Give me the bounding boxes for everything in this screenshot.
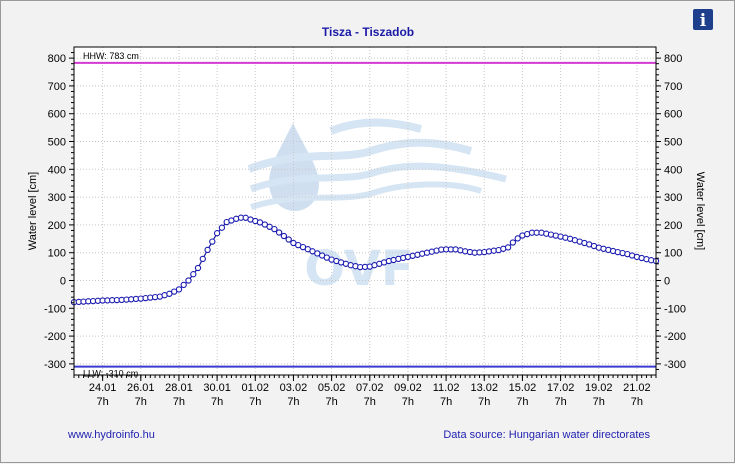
x-tick-date: 21.02	[623, 382, 651, 394]
y-tick-label-right: 0	[664, 275, 670, 287]
y-tick-label-right: 400	[664, 164, 682, 176]
x-tick-date: 24.01	[89, 382, 117, 394]
y-tick-label-left: -100	[44, 303, 66, 315]
x-tick-time: 7h	[364, 396, 376, 408]
y-tick-label-right: 600	[664, 109, 682, 121]
grid	[74, 47, 656, 375]
x-tick-date: 26.01	[127, 382, 155, 394]
reference-lines: HHW: 783 cm LLW: -310 cm	[74, 51, 656, 379]
x-tick-time: 7h	[631, 396, 643, 408]
x-tick-time: 7h	[478, 396, 490, 408]
x-tick-date: 11.02	[433, 382, 460, 394]
data-point-marker	[509, 239, 517, 246]
data-point-marker	[275, 229, 283, 236]
y-tick-label-right: 300	[664, 192, 682, 204]
x-tick-date: 09.02	[394, 382, 422, 394]
chart-title: Tisza - Tiszadob	[322, 25, 414, 39]
data-point-marker	[204, 246, 211, 254]
y-tick-label-right: -300	[664, 359, 686, 371]
x-tick-time: 7h	[96, 396, 108, 408]
x-tick-time: 7h	[554, 396, 566, 408]
x-tick-date: 30.01	[203, 382, 231, 394]
x-tick-time: 7h	[593, 396, 605, 408]
data-point-marker	[218, 224, 226, 231]
y-tick-label-left: 300	[48, 192, 66, 204]
x-tick-date: 07.02	[356, 382, 384, 394]
reference-line-label: LLW: -310 cm	[83, 369, 138, 379]
y-axis-title-right: Water level [cm]	[694, 172, 706, 250]
x-tick-time: 7h	[440, 396, 452, 408]
y-tick-label-left: 600	[48, 109, 66, 121]
data-point-marker	[285, 236, 292, 243]
y-tick-label-right: 500	[664, 137, 682, 149]
x-tick-time: 7h	[402, 396, 414, 408]
x-tick-time: 7h	[249, 396, 261, 408]
info-icon-glyph: i	[700, 11, 707, 31]
x-tick-date: 03.02	[280, 382, 308, 394]
x-tick-date: 01.02	[242, 382, 270, 394]
data-point-marker	[213, 230, 221, 237]
series-layer	[70, 214, 660, 306]
data-point-marker	[280, 232, 288, 240]
x-tick-date: 28.01	[165, 382, 193, 394]
y-tick-label-left: 400	[48, 164, 66, 176]
data-point-marker	[175, 286, 183, 293]
website-link[interactable]: www.hydroinfo.hu	[67, 429, 155, 441]
data-point-marker	[261, 221, 268, 228]
y-tick-label-right: 100	[664, 248, 682, 260]
y-tick-label-left: -300	[44, 359, 66, 371]
watermark-logo: OVF	[247, 118, 507, 297]
x-tick-date: 15.02	[509, 382, 537, 394]
y-tick-label-left: 0	[60, 275, 66, 287]
x-tick-date: 17.02	[547, 382, 575, 394]
y-tick-label-left: 700	[48, 81, 66, 93]
data-point-marker	[266, 223, 273, 230]
x-tick-time: 7h	[173, 396, 185, 408]
y-tick-label-right: 700	[664, 81, 682, 93]
y-tick-label-left: -200	[44, 331, 66, 343]
info-icon[interactable]: i	[693, 9, 713, 31]
data-source-text: Data source: Hungarian water directorate…	[443, 429, 650, 441]
data-point-marker	[194, 264, 202, 272]
data-point-marker	[185, 277, 192, 284]
x-tick-date: 19.02	[585, 382, 613, 394]
y-tick-label-left: 800	[48, 53, 66, 65]
y-tick-label-right: -200	[664, 331, 686, 343]
data-point-marker	[514, 235, 521, 242]
y-tick-label-left: 100	[48, 248, 66, 260]
x-tick-date: 05.02	[318, 382, 346, 394]
x-tick-date: 13.02	[470, 382, 498, 394]
y-tick-label-left: 500	[48, 137, 66, 149]
data-point-marker	[190, 271, 197, 278]
plot-area	[73, 46, 657, 376]
axes: 800 800 700 700 600 600 500 500 400 400 300 300 200 2…	[44, 46, 686, 408]
data-point-marker	[199, 255, 206, 263]
plot-border	[73, 46, 657, 376]
data-point-marker	[504, 244, 512, 251]
y-tick-label-right: 200	[664, 220, 682, 232]
y-tick-label-right: -100	[664, 303, 686, 315]
data-point-marker	[271, 225, 278, 233]
x-tick-time: 7h	[516, 396, 528, 408]
x-tick-time: 7h	[287, 396, 299, 408]
y-tick-label-right: 800	[664, 53, 682, 65]
data-point-marker	[180, 281, 187, 289]
x-tick-time: 7h	[135, 396, 147, 408]
y-tick-label-left: 200	[48, 220, 66, 232]
x-tick-time: 7h	[325, 396, 337, 408]
data-point-marker	[209, 238, 216, 245]
x-tick-time: 7h	[211, 396, 223, 408]
y-axis-title-left: Water level [cm]	[27, 172, 39, 250]
reference-line-label: HHW: 783 cm	[83, 51, 139, 61]
